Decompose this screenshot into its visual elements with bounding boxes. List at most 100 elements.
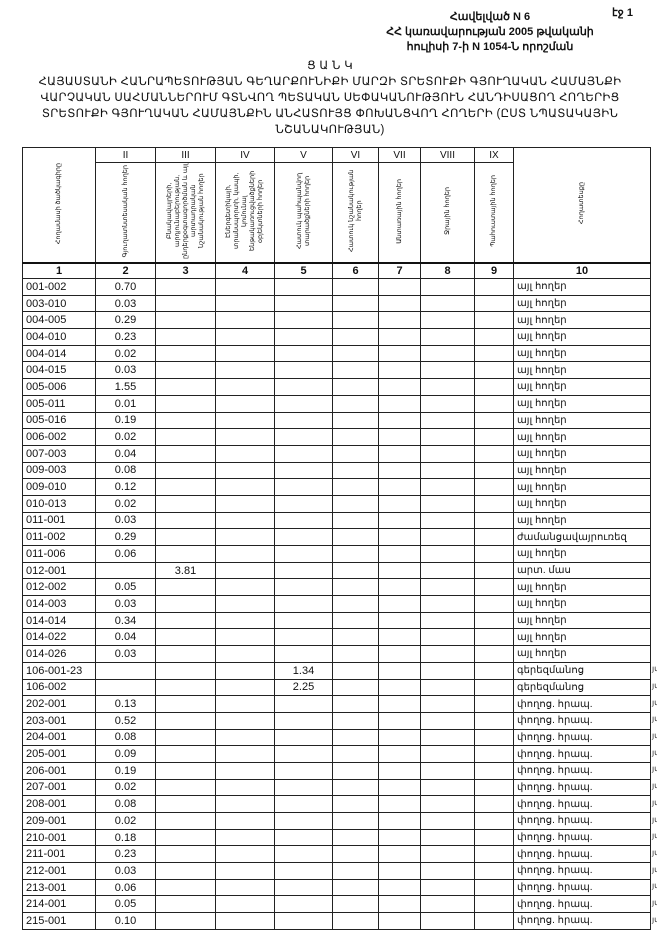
cell-col7 bbox=[378, 678, 421, 697]
cell-protected bbox=[274, 778, 333, 797]
cell-col7 bbox=[378, 428, 421, 446]
cell-col7 bbox=[378, 311, 421, 330]
cell-col8 bbox=[420, 845, 475, 864]
cell-col8 bbox=[420, 411, 475, 430]
cell-col4 bbox=[215, 678, 275, 697]
cell-col4 bbox=[215, 478, 275, 496]
cell-protected: 1.34 bbox=[274, 661, 333, 680]
cell-settlement bbox=[155, 795, 216, 813]
cell-col6 bbox=[332, 328, 379, 346]
cell-land-type: գերեզմանոց bbox=[513, 678, 651, 697]
cell-protected bbox=[274, 311, 333, 330]
cell-col7 bbox=[378, 294, 421, 313]
margin-mark: յմ bbox=[652, 714, 657, 724]
cell-col9 bbox=[474, 745, 514, 763]
column-number: 8 bbox=[420, 262, 475, 279]
cell-settlement bbox=[155, 678, 216, 697]
cell-protected bbox=[274, 862, 333, 880]
cell-col6 bbox=[332, 294, 379, 313]
cell-agricultural: 0.02 bbox=[95, 344, 156, 363]
cell-agricultural: 0.23 bbox=[95, 328, 156, 346]
table-row: 003-010 0.03 այլ հողեր bbox=[22, 294, 651, 313]
cell-col6 bbox=[332, 895, 379, 914]
cell-col6 bbox=[332, 862, 379, 880]
cell-col4 bbox=[215, 611, 275, 630]
cell-col4 bbox=[215, 394, 275, 413]
cell-agricultural: 0.03 bbox=[95, 645, 156, 663]
cell-col9 bbox=[474, 294, 514, 313]
cell-protected bbox=[274, 845, 333, 864]
column-header: Ջրային հողեր bbox=[420, 162, 475, 264]
cell-col9 bbox=[474, 828, 514, 847]
margin-mark: յմ bbox=[652, 764, 657, 774]
cell-code: 010-013 bbox=[22, 494, 96, 513]
cell-col9 bbox=[474, 578, 514, 597]
cell-col7 bbox=[378, 828, 421, 847]
table-row: 009-010 0.12 այլ հողեր bbox=[22, 478, 651, 496]
cell-protected bbox=[274, 361, 333, 380]
cell-protected bbox=[274, 912, 333, 930]
cell-col7 bbox=[378, 328, 421, 346]
cell-protected bbox=[274, 578, 333, 597]
table-row: 010-013 0.02 այլ հողեր bbox=[22, 494, 651, 513]
cell-col9 bbox=[474, 912, 514, 930]
cell-code: 210-001 bbox=[22, 828, 96, 847]
cell-col8 bbox=[420, 862, 475, 880]
table-row: 211-001 0.23 փողոց. հրապ. bbox=[22, 845, 651, 864]
annex-line: ՀՀ կառավարության 2005 թվականի bbox=[386, 26, 594, 38]
table-row: 207-001 0.02 փողոց. հրապ. bbox=[22, 778, 651, 797]
cell-agricultural: 0.13 bbox=[95, 695, 156, 713]
cell-col8 bbox=[420, 595, 475, 613]
roman-numeral-row: Հողամասի ծածկագիրը II III IV V VI VII VIII IX Հող… bbox=[22, 147, 651, 264]
cell-code: 211-001 bbox=[22, 845, 96, 864]
cell-col7 bbox=[378, 478, 421, 496]
cell-col8 bbox=[420, 645, 475, 663]
cell-land-type: փողոց. հրապ. bbox=[513, 862, 651, 880]
table-row: 205-001 0.09 փողոց. հրապ. bbox=[22, 745, 651, 763]
cell-land-type: արտ. մաս bbox=[513, 561, 651, 580]
table-row: 012-001 3.81 արտ. մաս bbox=[22, 561, 651, 580]
cell-col7 bbox=[378, 728, 421, 747]
cell-col9 bbox=[474, 862, 514, 880]
title-line: ՀԱՅԱՍՏԱՆԻ ՀԱՆՐԱՊԵՏՈՒԹՅԱՆ ԳԵՂԱՐՔՈՒՆԻՔԻ ՄԱ… bbox=[38, 76, 622, 88]
cell-col6 bbox=[332, 595, 379, 613]
cell-land-type: այլ հողեր bbox=[513, 394, 651, 413]
cell-col6 bbox=[332, 578, 379, 597]
cell-col9 bbox=[474, 812, 514, 830]
table-row: 014-014 0.34 այլ հողեր bbox=[22, 611, 651, 630]
cell-col7 bbox=[378, 595, 421, 613]
cell-protected bbox=[274, 411, 333, 430]
cell-col4 bbox=[215, 461, 275, 480]
cell-agricultural: 0.29 bbox=[95, 311, 156, 330]
column-number: 1 bbox=[22, 262, 96, 279]
cell-col8 bbox=[420, 561, 475, 580]
margin-mark: յմ bbox=[652, 831, 657, 841]
cell-col8 bbox=[420, 394, 475, 413]
cell-code: 004-010 bbox=[22, 328, 96, 346]
cell-land-type: փողոց. հրապ. bbox=[513, 745, 651, 763]
cell-col9 bbox=[474, 761, 514, 780]
cell-col4 bbox=[215, 444, 275, 463]
cell-col8 bbox=[420, 678, 475, 697]
cell-col7 bbox=[378, 378, 421, 396]
cell-col8 bbox=[420, 695, 475, 713]
table-row: 006-002 0.02 այլ հողեր bbox=[22, 428, 651, 446]
cell-code: 007-003 bbox=[22, 444, 96, 463]
margin-mark: յմ bbox=[652, 914, 657, 924]
title-line: ՎԱՐՉԱԿԱՆ ՍԱՀՄԱՆՆԵՐՈՒՄ ԳՏՆՎՈՂ ՊԵՏԱԿԱՆ ՍԵՓ… bbox=[40, 92, 620, 104]
cell-col9 bbox=[474, 878, 514, 897]
cell-col9 bbox=[474, 361, 514, 380]
cell-col4 bbox=[215, 745, 275, 763]
cell-protected bbox=[274, 478, 333, 496]
column-number: 3 bbox=[155, 262, 216, 279]
column-header: Պահուստային հողեր bbox=[474, 162, 514, 264]
cell-col7 bbox=[378, 912, 421, 930]
cell-col6 bbox=[332, 812, 379, 830]
cell-settlement bbox=[155, 411, 216, 430]
cell-col7 bbox=[378, 494, 421, 513]
cell-col8 bbox=[420, 795, 475, 813]
cell-code: 003-010 bbox=[22, 294, 96, 313]
column-header-text: Բնակավայրերի, արդյունաբերության, ընդերքօ… bbox=[165, 163, 205, 259]
cell-col6 bbox=[332, 645, 379, 663]
table-row: 212-001 0.03 փողոց. հրապ. bbox=[22, 862, 651, 880]
